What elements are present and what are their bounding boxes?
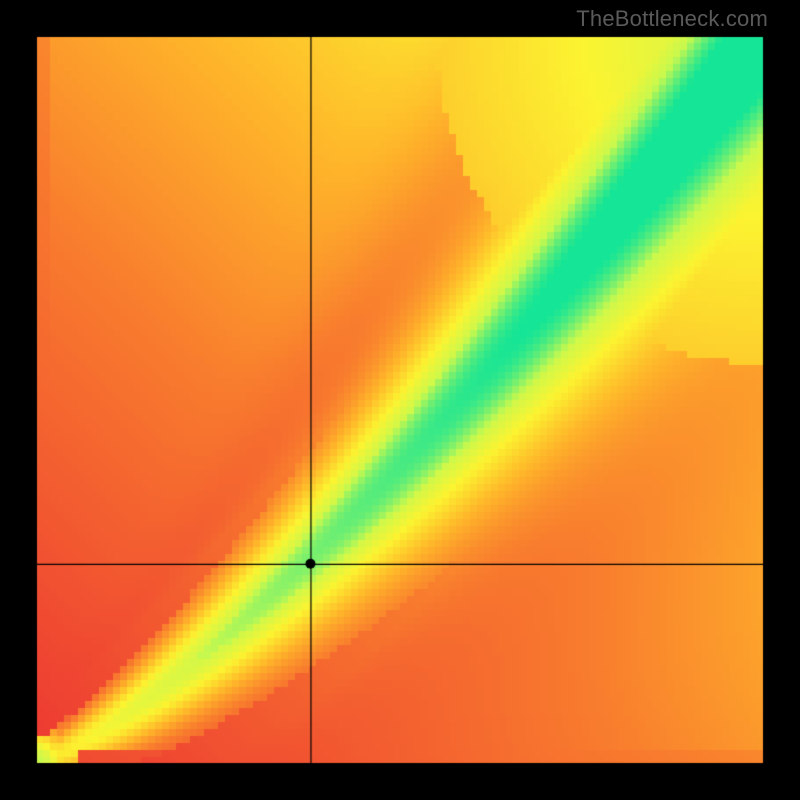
crosshair-overlay-canvas (36, 36, 764, 764)
watermark-text: TheBottleneck.com (576, 6, 768, 32)
chart-container: { "canvas": { "width": 800, "height": 80… (0, 0, 800, 800)
